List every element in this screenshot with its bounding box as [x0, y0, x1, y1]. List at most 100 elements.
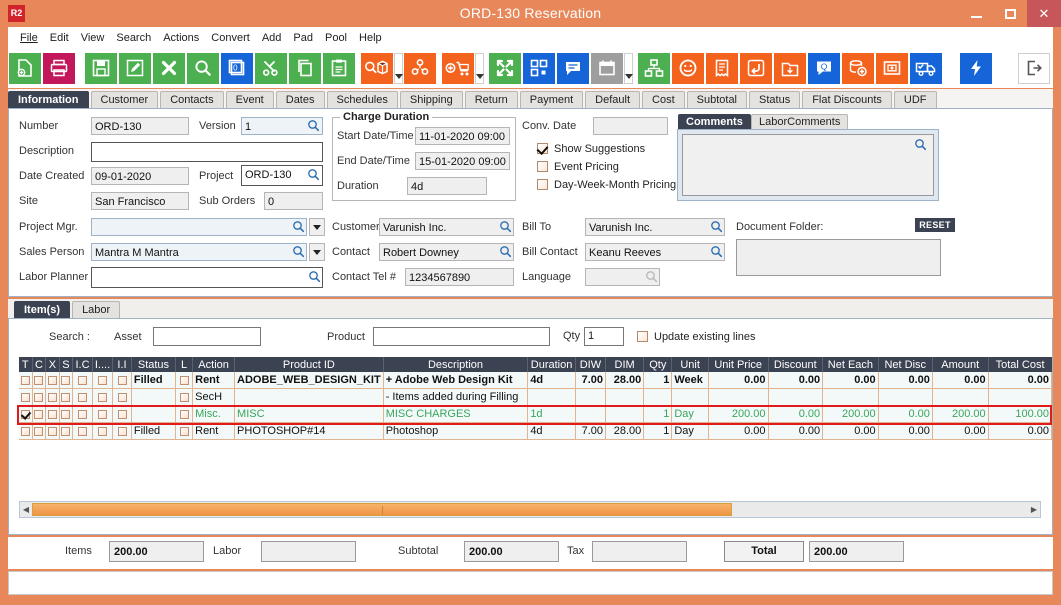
tab-subtotal[interactable]: Subtotal — [686, 91, 748, 108]
col-description[interactable]: Description — [383, 357, 529, 372]
menu-item-help[interactable]: Help — [359, 31, 382, 44]
lightning-icon[interactable] — [960, 52, 992, 84]
col-product-id[interactable]: Product ID — [234, 357, 384, 372]
archive-in-icon[interactable] — [774, 52, 806, 84]
cell-action[interactable]: Rent — [192, 422, 236, 440]
cell-amount[interactable]: 200.00 — [932, 405, 989, 423]
col-net-disc[interactable]: Net Disc — [878, 357, 933, 372]
row-check-ic[interactable] — [72, 405, 93, 423]
sitemap-icon[interactable] — [523, 52, 555, 84]
paste-icon[interactable] — [323, 52, 355, 84]
cell-unit[interactable]: Day — [671, 405, 709, 423]
tab-labor[interactable]: Labor — [72, 301, 121, 318]
col-unit[interactable]: Unit — [671, 357, 709, 372]
tab-payment[interactable]: Payment — [519, 91, 584, 108]
hierarchy-icon[interactable] — [638, 52, 670, 84]
menu-item-view[interactable]: View — [80, 31, 105, 44]
cell-net-each[interactable]: 0.00 — [822, 422, 879, 440]
sales-person-field[interactable]: Mantra M Mantra — [91, 243, 307, 261]
cut-scissors-icon[interactable] — [255, 52, 287, 84]
bill-contact-field[interactable]: Keanu Reeves — [585, 243, 725, 261]
search-icon[interactable] — [187, 52, 219, 84]
menu-item-pool[interactable]: Pool — [324, 31, 348, 44]
row-check-ii[interactable] — [112, 372, 132, 389]
asset-input[interactable] — [153, 327, 261, 346]
project-mgr-search-icon[interactable] — [292, 220, 305, 233]
row-check-c[interactable] — [32, 372, 47, 389]
minimize-button[interactable] — [959, 0, 993, 27]
cell-product-id[interactable]: PHOTOSHOP#14 — [234, 422, 384, 440]
cell-discount[interactable]: 0.00 — [768, 422, 824, 440]
tab-shipping[interactable]: Shipping — [399, 91, 463, 108]
cell-dim[interactable]: 28.00 — [605, 372, 645, 389]
row-check-ii[interactable] — [112, 405, 132, 423]
tab-dates[interactable]: Dates — [275, 91, 325, 108]
tab-udf[interactable]: UDF — [893, 91, 937, 108]
cell-action[interactable]: SecH — [192, 388, 236, 406]
col-unit-price[interactable]: Unit Price — [708, 357, 769, 372]
row-check-l[interactable] — [175, 372, 194, 389]
comments-textarea[interactable] — [682, 134, 934, 196]
labor-total-field[interactable] — [261, 541, 356, 562]
row-check-i[interactable] — [92, 422, 114, 440]
col-c[interactable]: C — [32, 357, 47, 372]
menu-item-convert[interactable]: Convert — [211, 31, 250, 44]
edit-pencil-icon[interactable] — [119, 52, 151, 84]
col-duration[interactable]: Duration — [527, 357, 576, 372]
cell-dim[interactable]: 28.00 — [605, 422, 645, 440]
cell-product-id[interactable]: ADOBE_WEB_DESIGN_KIT — [234, 372, 384, 389]
menu-item-edit[interactable]: Edit — [49, 31, 69, 44]
description-field[interactable] — [91, 142, 323, 162]
cell-total-cost[interactable]: 0.00 — [988, 422, 1053, 440]
cell-net-disc[interactable] — [878, 388, 933, 406]
language-search-icon[interactable] — [645, 270, 658, 283]
col-qty[interactable]: Qty — [643, 357, 673, 372]
cell-qty[interactable] — [643, 388, 673, 406]
row-check-t[interactable] — [19, 422, 33, 440]
tab-customer[interactable]: Customer — [90, 91, 159, 108]
day-week-month-pricing-checkbox[interactable] — [537, 179, 548, 190]
col-diw[interactable]: DIW — [575, 357, 607, 372]
cell-description[interactable]: MISC CHARGES — [383, 405, 529, 423]
cell-description[interactable]: Photoshop — [383, 422, 529, 440]
purchase-order-dropdown[interactable] — [475, 52, 484, 84]
cell-unit-price[interactable]: 0.00 — [708, 372, 769, 389]
cell-total-cost[interactable] — [988, 388, 1053, 406]
menu-item-actions[interactable]: Actions — [163, 31, 200, 44]
bill-to-field[interactable]: Varunish Inc. — [585, 218, 725, 236]
search-product-dropdown[interactable] — [394, 52, 403, 84]
cell-diw[interactable] — [575, 405, 607, 423]
col-s[interactable]: S — [59, 357, 74, 372]
print-icon[interactable] — [43, 52, 75, 84]
tab-contacts[interactable]: Contacts — [160, 91, 224, 108]
menu-item-file[interactable]: File — [20, 31, 38, 44]
customer-field[interactable]: Varunish Inc. — [379, 218, 514, 236]
col-t[interactable]: T — [19, 357, 33, 372]
tab-return[interactable]: Return — [464, 91, 518, 108]
row-check-ic[interactable] — [72, 372, 93, 389]
cell-net-each[interactable] — [822, 388, 879, 406]
cell-unit-price[interactable]: 200.00 — [708, 405, 769, 423]
cell-net-disc[interactable]: 0.00 — [878, 405, 933, 423]
cell-duration[interactable]: 4d — [527, 422, 576, 440]
cell-action[interactable]: Misc. — [192, 405, 236, 423]
version-search-icon[interactable] — [307, 119, 320, 132]
cell-unit-price[interactable] — [708, 388, 769, 406]
row-check-ic[interactable] — [72, 388, 93, 406]
date-created-field[interactable]: 09-01-2020 — [91, 167, 189, 185]
row-check-s[interactable] — [59, 388, 74, 406]
project-mgr-dropdown[interactable] — [309, 218, 325, 236]
tab-comments[interactable]: Comments — [678, 114, 751, 129]
row-check-s[interactable] — [59, 372, 74, 389]
cell-diw[interactable]: 7.00 — [575, 372, 607, 389]
cell-discount[interactable] — [768, 388, 824, 406]
col-discount[interactable]: Discount — [768, 357, 824, 372]
search-product-icon[interactable] — [361, 52, 393, 84]
event-pricing-checkbox[interactable] — [537, 161, 548, 172]
table-row[interactable]: Filled Rent PHOTOSHOP#14 Photoshop 4d 7.… — [19, 422, 1053, 440]
comment-icon[interactable] — [557, 52, 589, 84]
cell-product-id[interactable] — [234, 388, 384, 406]
duration-field[interactable]: 4d — [407, 177, 487, 195]
cell-unit[interactable]: Day — [671, 422, 709, 440]
cell-duration[interactable] — [527, 388, 576, 406]
